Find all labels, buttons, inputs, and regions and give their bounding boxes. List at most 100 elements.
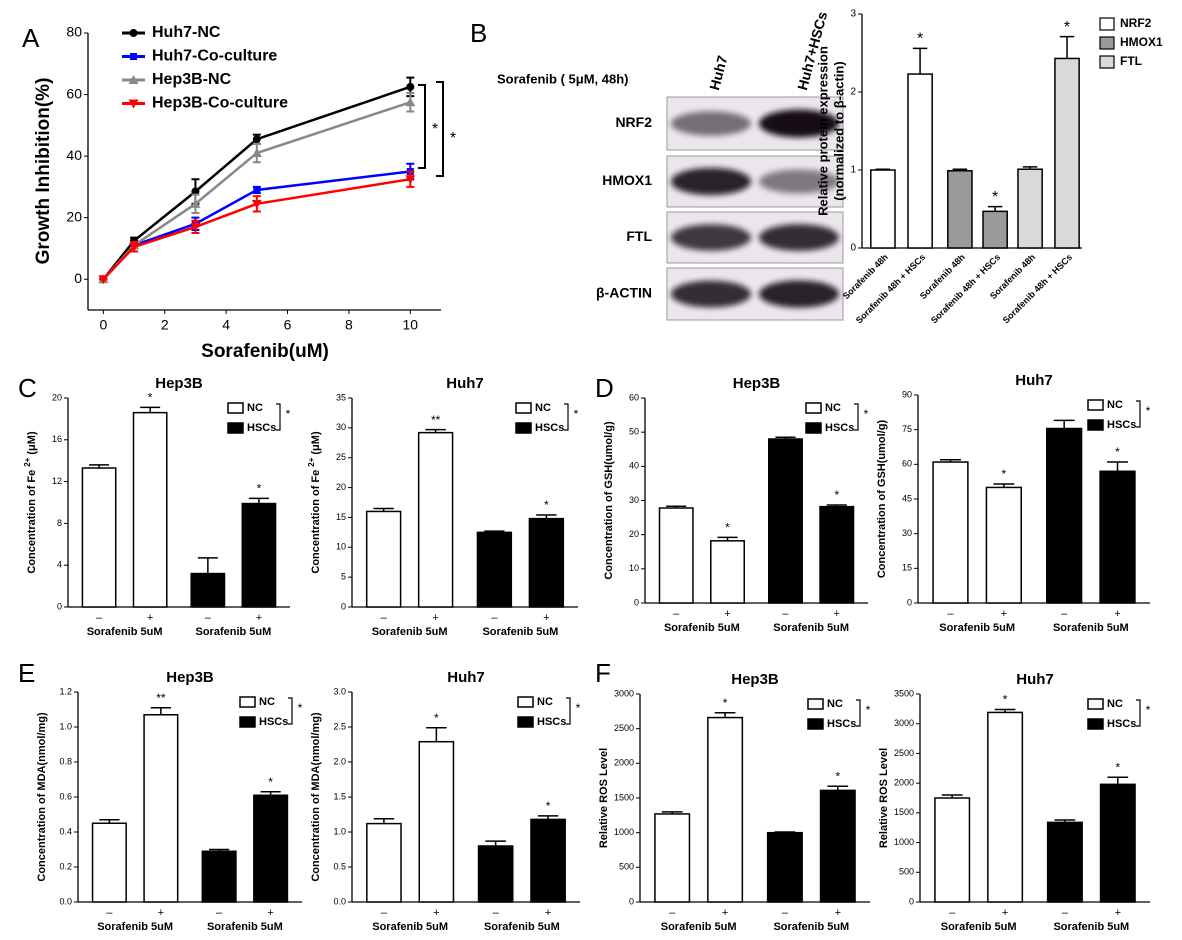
- bracket: [1136, 400, 1141, 428]
- y-tick-label: 0.8: [59, 756, 72, 766]
- bar: [366, 822, 402, 903]
- y-tick-label: 0: [629, 896, 634, 906]
- y-axis-label: Relative ROS Level: [878, 748, 890, 848]
- bracket: [436, 81, 444, 177]
- legend-swatch: [1099, 36, 1115, 50]
- significance-star: *: [1115, 760, 1120, 774]
- panel-letter: C: [18, 373, 37, 403]
- x-tick-label: +: [834, 608, 840, 620]
- legend-swatch: [807, 698, 824, 710]
- legend-swatch: [227, 422, 244, 434]
- significance-star: *: [834, 488, 839, 502]
- error-bar: [150, 707, 171, 715]
- y-tick-label: 3000: [894, 718, 914, 728]
- legend-label: HSCs: [827, 718, 856, 730]
- bar: [528, 517, 565, 608]
- legend-label: HSCs: [537, 716, 566, 728]
- treatment-label: Sorafenib ( 5μM, 48h): [497, 71, 628, 86]
- error-bar: [537, 815, 559, 820]
- y-tick-label: 4: [57, 560, 62, 570]
- group-label: Sorafenib 5uM: [372, 921, 448, 933]
- error-bar: [661, 811, 683, 814]
- bracket: [1136, 699, 1141, 727]
- significance-star: **: [431, 413, 441, 427]
- x-tick-label: –: [491, 612, 498, 624]
- error-bar: [952, 168, 968, 171]
- bracket: [418, 84, 426, 169]
- error-bar: [994, 708, 1016, 713]
- bar: [654, 813, 691, 903]
- bar: [91, 822, 127, 903]
- y-tick-label: 1000: [894, 837, 914, 847]
- legend-swatch: [517, 696, 534, 708]
- point: [129, 29, 138, 37]
- legend-label: NC: [1107, 698, 1123, 710]
- y-axis-label-sup: 2+: [23, 457, 32, 466]
- significance-star: *: [1146, 703, 1151, 717]
- error-bar: [941, 794, 963, 798]
- error-bar: [1059, 35, 1075, 59]
- y-tick-label: 20: [629, 529, 639, 539]
- y-tick-label: 0.2: [59, 861, 72, 871]
- blot-band: [671, 280, 751, 308]
- y-tick-label: 50: [629, 427, 639, 437]
- point: [191, 187, 200, 196]
- chart-title: Hep3B: [731, 671, 779, 688]
- blot-band: [671, 111, 751, 136]
- y-tick-label: 45: [902, 493, 912, 503]
- y-axis-label-main: Concentration of GSH(umol/g): [603, 421, 615, 580]
- y-tick-label: 20: [52, 392, 62, 402]
- y-tick-label: 2500: [614, 723, 634, 733]
- significance-star: *: [544, 498, 549, 512]
- significance-star: *: [546, 799, 551, 813]
- bar: [934, 797, 971, 903]
- y-tick-label: 60: [66, 85, 82, 101]
- error-bar: [1053, 419, 1075, 429]
- significance-star: *: [286, 407, 291, 421]
- bar: [1017, 168, 1043, 249]
- chart-title: Huh7: [1015, 372, 1053, 389]
- significance-star: *: [1002, 467, 1007, 481]
- error-bar: [373, 817, 395, 824]
- y-tick-label: 0.0: [333, 896, 346, 906]
- y-axis-label: Concentration of Fe 2+ (μM): [23, 431, 38, 574]
- y-tick-label: 35: [336, 392, 346, 402]
- x-tick-label: +: [722, 907, 728, 919]
- error-bar: [714, 711, 736, 718]
- blot-band: [759, 169, 839, 194]
- legend-label: Hep3B-NC: [152, 71, 232, 88]
- y-tick-label: 8: [57, 518, 62, 528]
- bracket: [566, 697, 571, 725]
- error-bar: [717, 536, 738, 541]
- legend-label: NC: [1107, 399, 1123, 411]
- y-tick-label: 500: [899, 867, 914, 877]
- point: [190, 222, 201, 232]
- x-tick-label: +: [1002, 907, 1008, 919]
- y-tick-label: 3: [850, 9, 856, 20]
- bar: [143, 714, 179, 903]
- legend-swatch: [515, 402, 532, 414]
- x-tick-label: 0: [99, 317, 107, 333]
- y-tick-label: 20: [66, 208, 82, 224]
- legend-swatch: [517, 716, 534, 728]
- bar: [253, 794, 289, 903]
- x-tick-label: 6: [284, 317, 292, 333]
- y-tick-label: 0.4: [59, 826, 72, 836]
- chart-title: Huh7: [447, 669, 485, 686]
- y-tick-label: 1.0: [333, 826, 346, 836]
- error-bar: [484, 530, 505, 533]
- x-tick-label: +: [267, 907, 273, 919]
- significance-star: *: [298, 701, 303, 715]
- bracket: [854, 403, 859, 431]
- error-bar: [89, 464, 110, 469]
- bar: [985, 486, 1022, 604]
- group-label: Sorafenib 5uM: [1053, 921, 1129, 933]
- bar: [1099, 470, 1136, 604]
- point: [128, 99, 139, 109]
- error-bar: [260, 791, 281, 796]
- y-tick-label: 1: [850, 165, 856, 176]
- point: [252, 135, 261, 144]
- significance-star: *: [268, 775, 273, 789]
- y-tick-label: 0: [341, 601, 346, 611]
